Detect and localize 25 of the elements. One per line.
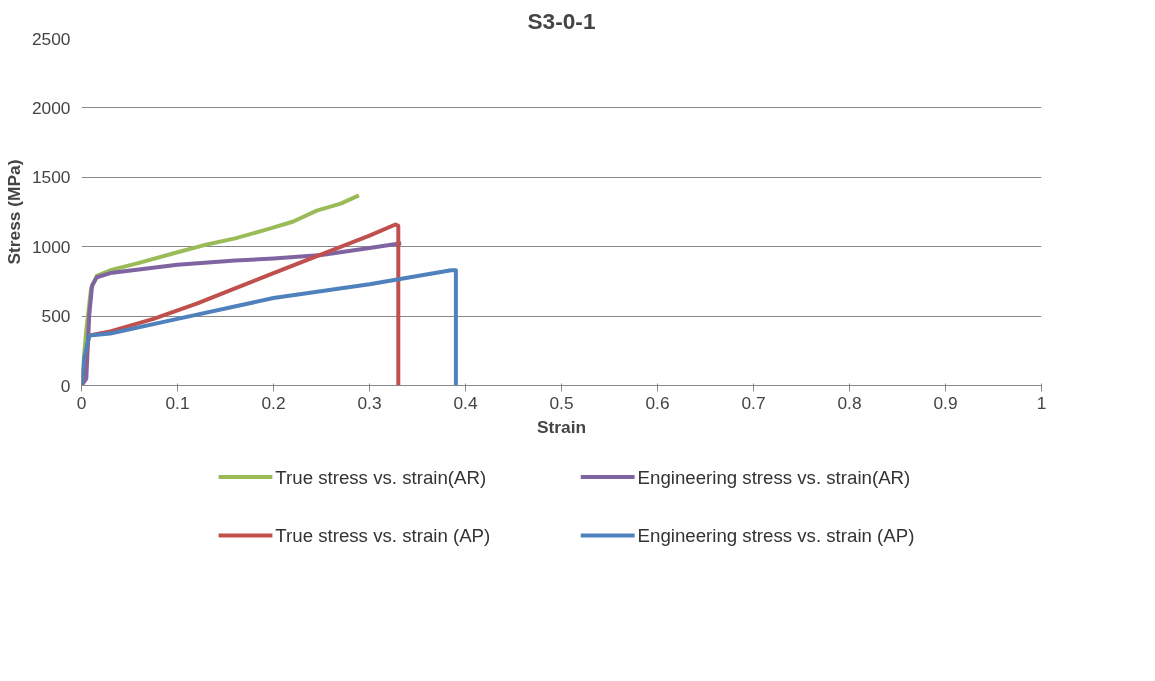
y-tick-label: 1000 — [31, 236, 71, 257]
x-tick-label: 0.1 — [165, 392, 190, 413]
x-tick-label: 0.9 — [933, 392, 958, 413]
x-tick-label: 0.2 — [261, 392, 286, 413]
legend-label: Engineering stress vs. strain(AR) — [637, 466, 911, 488]
y-tick-label: 500 — [41, 306, 71, 327]
y-tick-label: 1500 — [31, 167, 71, 188]
legend-label: True stress vs. strain(AR) — [275, 466, 487, 488]
x-tick-label: 0.8 — [837, 392, 862, 413]
y-tick-label: 0 — [60, 375, 71, 396]
y-axis-title: Stress (MPa) — [3, 159, 24, 265]
y-tick-label: 2000 — [31, 97, 71, 118]
x-tick-label: 0.3 — [357, 392, 382, 413]
x-tick-label: 0 — [76, 392, 87, 413]
x-tick-label: 0.6 — [645, 392, 670, 413]
line-series — [81, 268, 458, 386]
x-tick-label: 1 — [1036, 392, 1047, 413]
legend-label: True stress vs. strain (AP) — [275, 525, 491, 546]
x-axis-title: Strain — [536, 416, 587, 437]
x-tick-label: 0.7 — [741, 392, 766, 413]
legend-label: Engineering stress vs. strain (AP) — [637, 525, 915, 546]
x-tick-label: 0.4 — [453, 392, 478, 413]
y-tick-label: 2500 — [31, 28, 71, 49]
chart-title: S3-0-1 — [527, 7, 596, 34]
x-tick-label: 0.5 — [549, 392, 574, 413]
